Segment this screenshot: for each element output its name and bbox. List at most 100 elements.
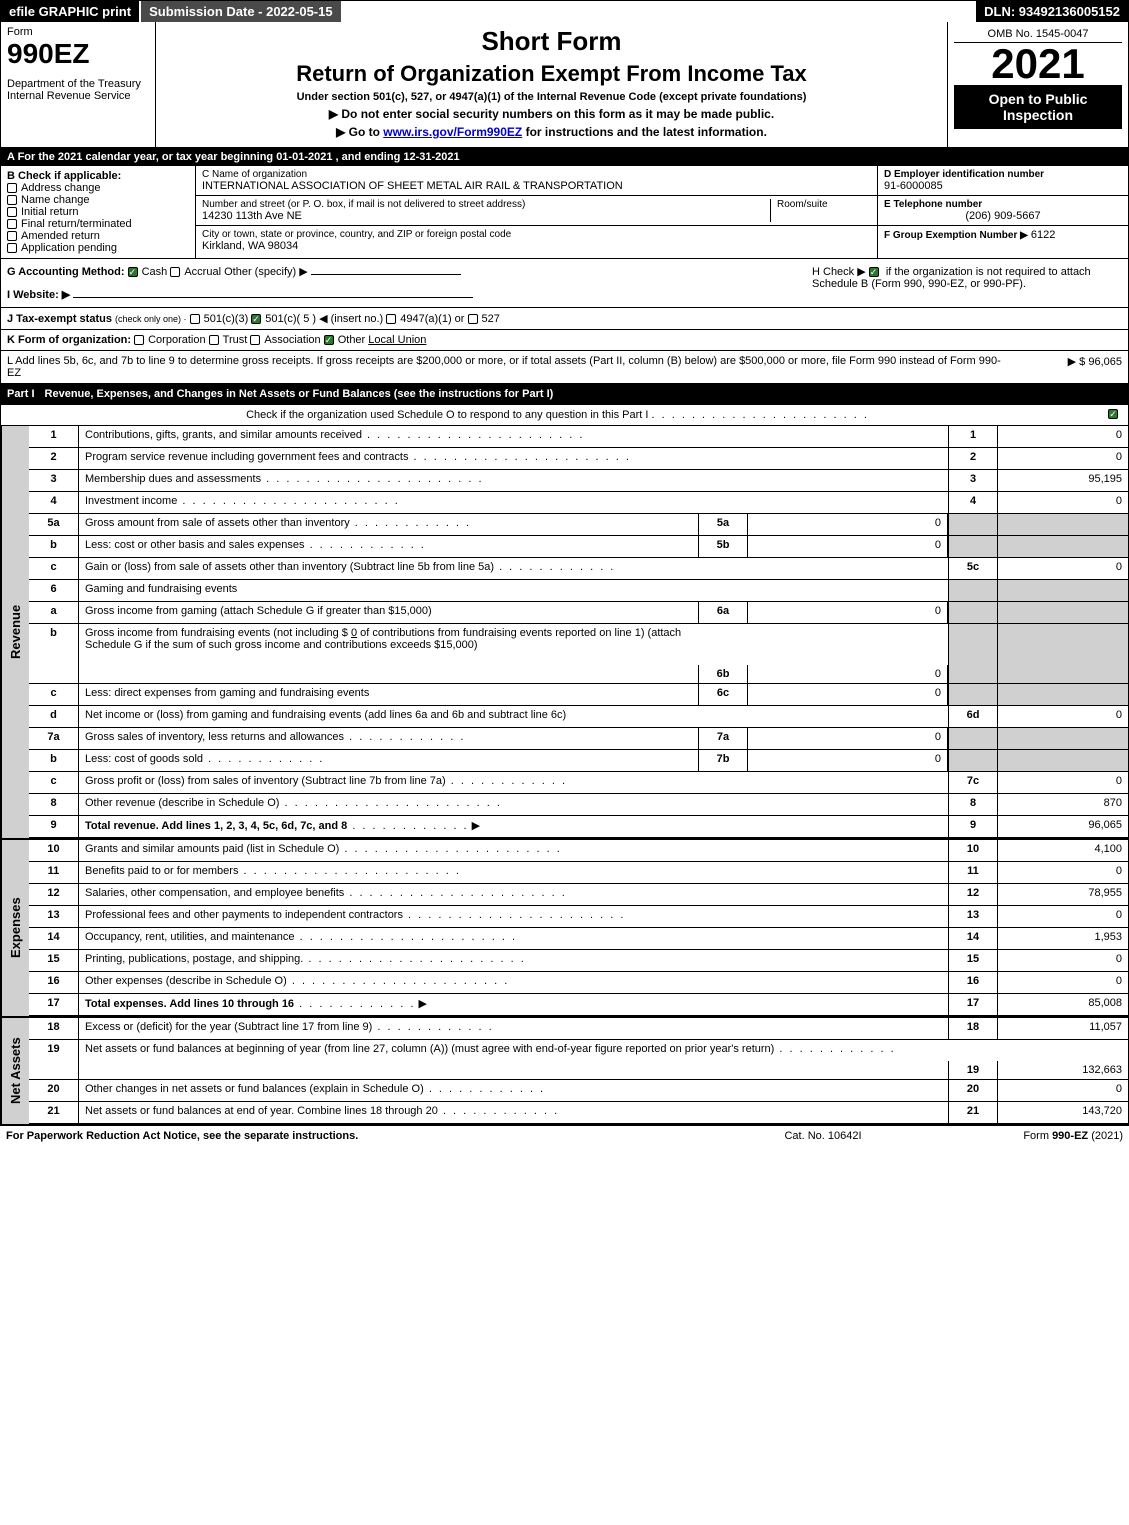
ln5c-desc: Gain or (loss) from sale of assets other… bbox=[79, 558, 948, 579]
ln9-box: 9 bbox=[948, 816, 998, 837]
ln6b-d1v: 0 bbox=[351, 627, 357, 639]
ln19-desc: Net assets or fund balances at beginning… bbox=[79, 1040, 948, 1079]
street-value: 14230 113th Ave NE bbox=[202, 210, 764, 222]
ln1-num: 1 bbox=[29, 426, 79, 447]
city-label: City or town, state or province, country… bbox=[202, 229, 871, 240]
j-sub: (check only one) · bbox=[115, 314, 187, 324]
ln12-val: 78,955 bbox=[998, 884, 1128, 905]
chk-amended[interactable]: Amended return bbox=[7, 230, 189, 242]
row-l: L Add lines 5b, 6c, and 7b to line 9 to … bbox=[1, 351, 1128, 384]
ln19-box: 19 bbox=[948, 1061, 998, 1079]
ln5a-g1 bbox=[948, 514, 998, 535]
header-right: OMB No. 1545-0047 2021 Open to Public In… bbox=[948, 22, 1128, 147]
ln4-box: 4 bbox=[948, 492, 998, 513]
website-row: I Website: ▶ bbox=[7, 288, 802, 301]
expenses-section: Expenses 10Grants and similar amounts pa… bbox=[1, 838, 1128, 1016]
e-cell: E Telephone number (206) 909-5667 bbox=[878, 196, 1128, 226]
chk-501c3[interactable] bbox=[190, 314, 200, 324]
ln2-box: 2 bbox=[948, 448, 998, 469]
form-number: 990EZ bbox=[7, 38, 149, 70]
form-label: Form bbox=[7, 26, 149, 38]
ln6b-desc: Gross income from fundraising events (no… bbox=[79, 624, 698, 683]
c-street-cell: Number and street (or P. O. box, if mail… bbox=[196, 196, 877, 226]
ln6a-desc: Gross income from gaming (attach Schedul… bbox=[79, 602, 698, 623]
chk-527[interactable] bbox=[468, 314, 478, 324]
form-container: efile GRAPHIC print Submission Date - 20… bbox=[0, 0, 1129, 1125]
chk-4947[interactable] bbox=[386, 314, 396, 324]
submission-date: Submission Date - 2022-05-15 bbox=[141, 1, 343, 22]
ln5b-g2 bbox=[998, 536, 1128, 557]
ln8-val: 870 bbox=[998, 794, 1128, 815]
chk-address[interactable]: Address change bbox=[7, 182, 189, 194]
ln5b-desc: Less: cost or other basis and sales expe… bbox=[79, 536, 698, 557]
revenue-side-label: Revenue bbox=[1, 426, 29, 838]
ln5b-g1 bbox=[948, 536, 998, 557]
revenue-section: Revenue 1Contributions, gifts, grants, a… bbox=[1, 426, 1128, 838]
netassets-section: Net Assets 18Excess or (deficit) for the… bbox=[1, 1016, 1128, 1124]
part1-label: Part I bbox=[7, 388, 45, 400]
chk-final[interactable]: Final return/terminated bbox=[7, 218, 189, 230]
ln18-val: 11,057 bbox=[998, 1018, 1128, 1039]
chk-initial[interactable]: Initial return bbox=[7, 206, 189, 218]
ln17-num: 17 bbox=[29, 994, 79, 1015]
ln7c-num: c bbox=[29, 772, 79, 793]
irs-link[interactable]: www.irs.gov/Form990EZ bbox=[383, 125, 522, 139]
ln7c-box: 7c bbox=[948, 772, 998, 793]
row-gh: G Accounting Method: Cash Accrual Other … bbox=[1, 259, 1128, 308]
ln2-desc: Program service revenue including govern… bbox=[79, 448, 948, 469]
ln7a-sub: 7a bbox=[698, 728, 748, 749]
chk-trust[interactable] bbox=[209, 335, 219, 345]
j-label: J Tax-exempt status bbox=[7, 313, 112, 325]
ln6c-sub: 6c bbox=[698, 684, 748, 705]
l-text: L Add lines 5b, 6c, and 7b to line 9 to … bbox=[7, 355, 1002, 379]
ln1-desc: Contributions, gifts, grants, and simila… bbox=[79, 426, 948, 447]
ln5b-sub: 5b bbox=[698, 536, 748, 557]
instr2-prefix: ▶ Go to bbox=[336, 125, 383, 139]
cash-label: Cash bbox=[142, 266, 168, 278]
ln7a-g1 bbox=[948, 728, 998, 749]
ln16-num: 16 bbox=[29, 972, 79, 993]
chk-501c[interactable] bbox=[251, 314, 261, 324]
ln5a-sub: 5a bbox=[698, 514, 748, 535]
chk-corp[interactable] bbox=[134, 335, 144, 345]
ln15-val: 0 bbox=[998, 950, 1128, 971]
header-center: Short Form Return of Organization Exempt… bbox=[156, 22, 948, 147]
chk-pending[interactable]: Application pending bbox=[7, 242, 189, 254]
ln15-num: 15 bbox=[29, 950, 79, 971]
ln14-val: 1,953 bbox=[998, 928, 1128, 949]
chk-accrual[interactable] bbox=[170, 267, 180, 277]
ln7b-sv: 0 bbox=[748, 750, 948, 771]
chk-name[interactable]: Name change bbox=[7, 194, 189, 206]
ln16-val: 0 bbox=[998, 972, 1128, 993]
room-label: Room/suite bbox=[777, 199, 871, 210]
ln13-desc: Professional fees and other payments to … bbox=[79, 906, 948, 927]
i-label: I Website: ▶ bbox=[7, 289, 70, 301]
chk-other-org[interactable] bbox=[324, 335, 334, 345]
chk-h[interactable] bbox=[869, 267, 879, 277]
instr-goto: ▶ Go to www.irs.gov/Form990EZ for instru… bbox=[162, 125, 941, 139]
f-label: F Group Exemption Number ▶ bbox=[884, 230, 1028, 241]
opt-corp: Corporation bbox=[148, 334, 205, 346]
other-label: Other (specify) ▶ bbox=[224, 266, 308, 278]
ln7c-desc: Gross profit or (loss) from sales of inv… bbox=[79, 772, 948, 793]
chk-schedule-o[interactable] bbox=[1108, 409, 1118, 419]
dots-icon bbox=[652, 409, 869, 421]
chk-pending-label: Application pending bbox=[21, 242, 117, 254]
footer-right-prefix: Form bbox=[1023, 1130, 1052, 1142]
ln13-val: 0 bbox=[998, 906, 1128, 927]
chk-name-label: Name change bbox=[21, 194, 90, 206]
opt-527: 527 bbox=[482, 313, 500, 325]
website-input[interactable] bbox=[73, 297, 473, 298]
ln19-val: 132,663 bbox=[998, 1061, 1128, 1079]
ln7a-desc: Gross sales of inventory, less returns a… bbox=[79, 728, 698, 749]
ln13-box: 13 bbox=[948, 906, 998, 927]
chk-final-label: Final return/terminated bbox=[21, 218, 132, 230]
chk-assoc[interactable] bbox=[250, 335, 260, 345]
opt-trust: Trust bbox=[223, 334, 248, 346]
ln21-desc: Net assets or fund balances at end of ye… bbox=[79, 1102, 948, 1123]
chk-cash[interactable] bbox=[128, 267, 138, 277]
ln6b-g1 bbox=[948, 624, 998, 683]
ln6b-d1: Gross income from fundraising events (no… bbox=[85, 627, 348, 639]
ln10-val: 4,100 bbox=[998, 840, 1128, 861]
other-input[interactable] bbox=[311, 274, 461, 275]
